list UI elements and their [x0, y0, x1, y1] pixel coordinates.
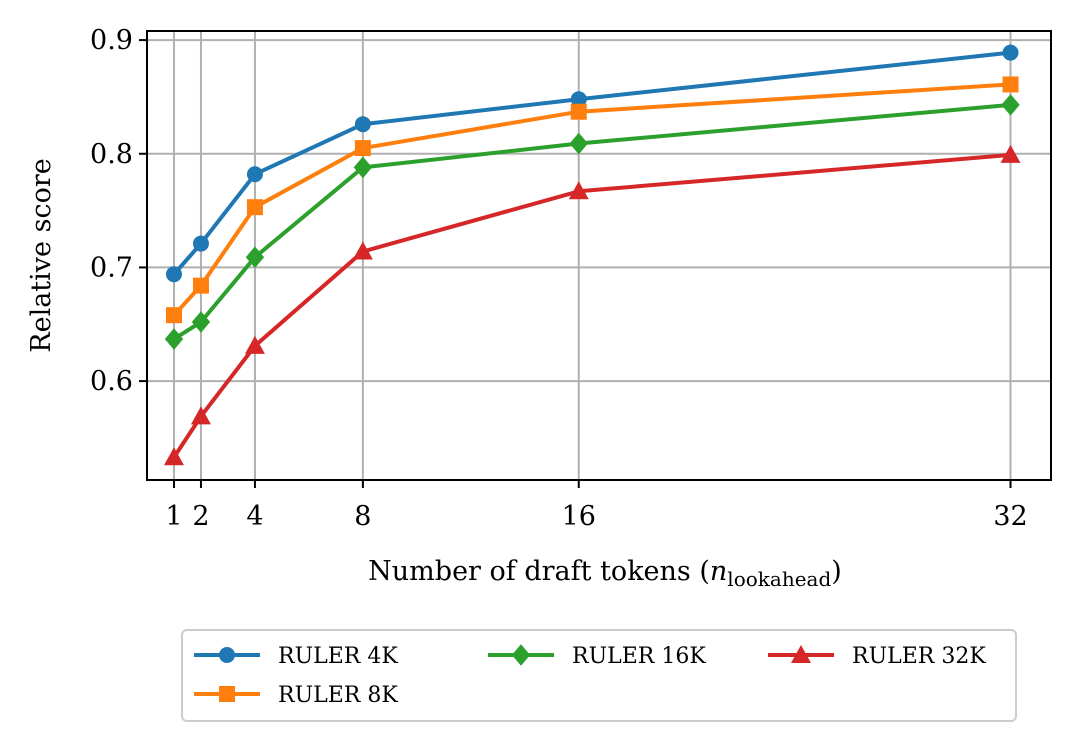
data-point-ruler-32k: [1000, 144, 1021, 163]
series-ruler-16k: [164, 94, 1020, 350]
y-tick-label: 0.9: [90, 25, 133, 56]
legend-marker: [219, 647, 235, 663]
series-line-ruler-16k: [172, 102, 1011, 341]
data-point-ruler-32k: [568, 181, 589, 200]
x-tick-label: 32: [993, 501, 1027, 532]
data-point-ruler-8k: [570, 103, 587, 120]
x-axis-title-paren-open: (: [691, 556, 710, 587]
data-point-ruler-16k: [191, 311, 211, 333]
x-tick-label: 2: [192, 501, 209, 532]
series-ruler-4k: [165, 44, 1019, 283]
legend-label: RULER 32K: [852, 644, 986, 669]
data-point-ruler-8k: [246, 199, 263, 216]
data-point-ruler-8k: [192, 277, 209, 294]
data-point-ruler-16k: [164, 328, 184, 350]
data-point-ruler-8k: [1002, 76, 1019, 93]
x-axis-title-paren-close: ): [831, 556, 842, 587]
legend-item-ruler-4k: RULER 4K: [194, 644, 398, 669]
plot-frame: [146, 30, 1052, 481]
legend-box: [181, 629, 1017, 722]
data-point-ruler-32k: [190, 406, 211, 425]
series-line-ruler-32k: [172, 152, 1011, 459]
x-axis-title: Number of draft tokens (nlookahead): [368, 556, 842, 591]
y-tick-label: 0.6: [90, 366, 133, 397]
axis-ticks: 1 2 4 8 16 32 0.6 0.7 0.8 0.9: [90, 25, 1028, 532]
x-axis-title-text: Number of draft tokens: [368, 556, 691, 587]
data-point-ruler-4k: [192, 235, 209, 252]
data-point-ruler-16k: [245, 246, 265, 269]
legend-label: RULER 4K: [278, 644, 398, 669]
x-axis-title-math-subscript: lookahead: [727, 567, 831, 591]
data-point-ruler-32k: [244, 335, 265, 354]
legend: RULER 4K RULER 8K RULER 16K RULER 32K: [181, 629, 1017, 722]
legend-label: RULER 16K: [572, 644, 706, 669]
legend-item-ruler-16k: RULER 16K: [488, 644, 706, 669]
legend-marker: [511, 644, 531, 666]
legend-label: RULER 8K: [278, 683, 398, 708]
legend-marker: [791, 645, 811, 663]
data-point-ruler-32k: [163, 447, 184, 466]
y-axis-title: Relative score: [26, 158, 57, 352]
data-point-ruler-16k: [569, 132, 588, 155]
x-tick-label: 16: [562, 501, 596, 532]
series-ruler-8k: [165, 76, 1019, 324]
data-point-ruler-4k: [354, 116, 371, 133]
data-point-ruler-8k: [165, 307, 182, 324]
x-tick-label: 1: [165, 501, 182, 532]
data-point-ruler-32k: [352, 241, 373, 260]
data-point-ruler-4k: [570, 91, 587, 108]
data-point-ruler-4k: [1002, 44, 1019, 61]
x-tick-label: 8: [354, 501, 371, 532]
legend-marker: [219, 686, 235, 702]
plot-series: [163, 44, 1021, 466]
x-axis-title-math-base: n: [710, 556, 727, 587]
data-point-ruler-8k: [354, 140, 371, 157]
y-tick-label: 0.8: [90, 139, 133, 170]
series-line-ruler-8k: [172, 82, 1011, 317]
series-ruler-32k: [163, 144, 1021, 466]
data-point-ruler-4k: [165, 266, 182, 283]
x-tick-label: 4: [246, 501, 263, 532]
y-tick-label: 0.7: [90, 252, 133, 283]
data-point-ruler-16k: [353, 156, 373, 179]
series-line-ruler-4k: [172, 50, 1011, 276]
data-point-ruler-4k: [246, 166, 263, 183]
legend-item-ruler-32k: RULER 32K: [768, 644, 986, 669]
legend-item-ruler-8k: RULER 8K: [194, 683, 398, 708]
data-point-ruler-16k: [1001, 94, 1020, 116]
